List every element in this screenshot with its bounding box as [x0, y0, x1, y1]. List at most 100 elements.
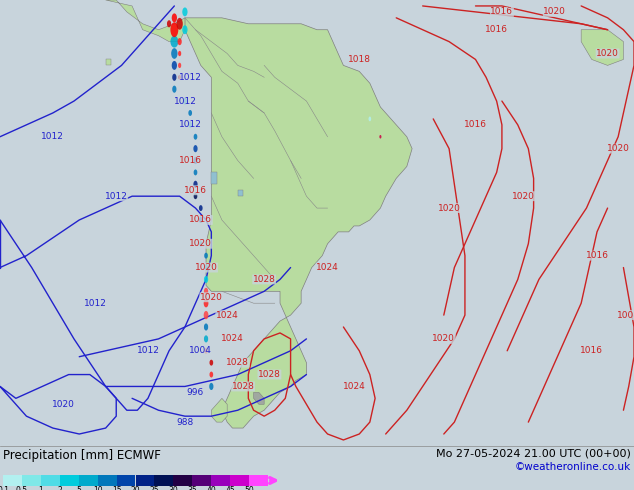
Ellipse shape — [204, 253, 208, 259]
Text: 1016: 1016 — [184, 186, 207, 195]
Text: 15: 15 — [112, 487, 121, 490]
Text: 1016: 1016 — [179, 156, 202, 165]
Text: 1028: 1028 — [258, 370, 281, 379]
Text: 45: 45 — [225, 487, 235, 490]
Text: 1024: 1024 — [342, 382, 365, 391]
Polygon shape — [106, 0, 185, 42]
Ellipse shape — [182, 7, 188, 16]
Text: 1012: 1012 — [136, 346, 159, 355]
Ellipse shape — [199, 241, 202, 246]
Text: 25: 25 — [150, 487, 159, 490]
Text: 30: 30 — [169, 487, 178, 490]
Bar — [136, 475, 155, 486]
Text: 1016: 1016 — [491, 7, 514, 16]
Ellipse shape — [188, 110, 192, 116]
Text: 1020: 1020 — [195, 263, 217, 272]
Bar — [192, 475, 211, 486]
Ellipse shape — [368, 117, 371, 122]
Text: 20: 20 — [131, 487, 140, 490]
Text: 1016: 1016 — [586, 251, 609, 260]
Text: 1012: 1012 — [179, 73, 202, 82]
Text: ©weatheronline.co.uk: ©weatheronline.co.uk — [515, 462, 631, 472]
Ellipse shape — [172, 13, 177, 22]
Text: 1016: 1016 — [580, 346, 603, 355]
Ellipse shape — [204, 265, 208, 270]
Text: Mo 27-05-2024 21.00 UTC (00+00): Mo 27-05-2024 21.00 UTC (00+00) — [436, 449, 631, 459]
Ellipse shape — [178, 63, 181, 68]
Text: 1018: 1018 — [348, 55, 371, 64]
Ellipse shape — [204, 311, 209, 319]
Polygon shape — [211, 172, 217, 184]
Ellipse shape — [199, 205, 203, 211]
Polygon shape — [581, 30, 623, 65]
Text: 1012: 1012 — [179, 121, 202, 129]
Ellipse shape — [178, 38, 182, 45]
Ellipse shape — [193, 134, 197, 140]
Ellipse shape — [178, 75, 181, 80]
Ellipse shape — [193, 193, 197, 199]
Ellipse shape — [171, 36, 178, 48]
Ellipse shape — [193, 157, 198, 164]
Ellipse shape — [204, 335, 208, 343]
Text: 1028: 1028 — [226, 358, 249, 367]
Bar — [249, 475, 268, 486]
Ellipse shape — [204, 276, 208, 283]
Text: 1020: 1020 — [432, 334, 455, 343]
Polygon shape — [238, 190, 243, 196]
Text: 1012: 1012 — [105, 192, 127, 201]
Polygon shape — [254, 392, 264, 404]
Ellipse shape — [171, 22, 178, 37]
Polygon shape — [106, 59, 111, 65]
Ellipse shape — [193, 145, 198, 152]
Bar — [22, 475, 41, 486]
Bar — [60, 475, 79, 486]
Ellipse shape — [204, 288, 208, 295]
Ellipse shape — [172, 61, 177, 70]
Bar — [211, 475, 230, 486]
Text: 2: 2 — [58, 487, 62, 490]
Text: 1024: 1024 — [221, 334, 244, 343]
Ellipse shape — [209, 383, 214, 390]
Ellipse shape — [193, 170, 197, 175]
Text: 1020: 1020 — [200, 293, 223, 302]
Ellipse shape — [204, 348, 208, 354]
Text: 0.5: 0.5 — [16, 487, 28, 490]
Ellipse shape — [183, 98, 187, 105]
Text: 988: 988 — [176, 417, 193, 427]
Text: 1012: 1012 — [174, 97, 197, 105]
Ellipse shape — [172, 74, 176, 81]
Text: 1016: 1016 — [464, 121, 487, 129]
Text: 10: 10 — [93, 487, 103, 490]
Text: 1004: 1004 — [190, 346, 212, 355]
Text: 1008: 1008 — [618, 311, 634, 319]
Text: 1028: 1028 — [253, 275, 276, 284]
Bar — [79, 475, 98, 486]
Text: 40: 40 — [206, 487, 216, 490]
Polygon shape — [211, 398, 227, 422]
Ellipse shape — [379, 135, 382, 139]
Ellipse shape — [204, 299, 209, 307]
Bar — [117, 475, 136, 486]
Text: 1020: 1020 — [596, 49, 619, 58]
Bar — [173, 475, 192, 486]
Text: 1020: 1020 — [607, 144, 630, 153]
Bar — [41, 475, 60, 486]
Bar — [98, 475, 117, 486]
Ellipse shape — [182, 25, 188, 34]
Polygon shape — [185, 18, 412, 428]
Text: 1024: 1024 — [216, 311, 238, 319]
Ellipse shape — [178, 51, 181, 56]
Ellipse shape — [204, 323, 208, 331]
Ellipse shape — [167, 20, 171, 27]
Text: 5: 5 — [76, 487, 81, 490]
Text: 1012: 1012 — [41, 132, 64, 141]
Bar — [3, 475, 22, 486]
Text: 1: 1 — [39, 487, 43, 490]
Ellipse shape — [199, 217, 203, 223]
Text: 1020: 1020 — [190, 239, 212, 248]
Text: 1020: 1020 — [543, 7, 566, 16]
Text: 35: 35 — [188, 487, 197, 490]
Text: 0.1: 0.1 — [0, 487, 9, 490]
Text: Precipitation [mm] ECMWF: Precipitation [mm] ECMWF — [3, 449, 161, 462]
Ellipse shape — [176, 18, 183, 30]
